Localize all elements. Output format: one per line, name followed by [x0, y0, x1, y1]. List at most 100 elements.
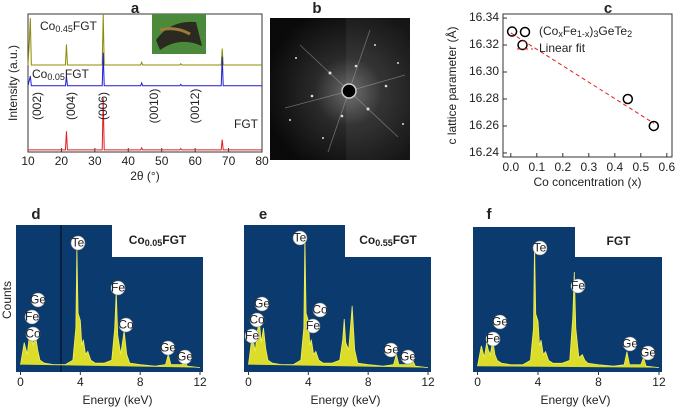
- peak-element: Ge: [254, 297, 270, 311]
- y-axis-label: Counts: [0, 281, 14, 319]
- peak-index: (004): [64, 92, 78, 120]
- x-tick-label: 30: [88, 154, 102, 168]
- peak-element: Co: [312, 303, 328, 317]
- plot-frame: [502, 13, 673, 158]
- panel-letter: b: [312, 0, 321, 17]
- data-point: [517, 39, 528, 51]
- peak-marker: [485, 331, 501, 347]
- x-tick-label: 10: [21, 154, 35, 168]
- x-axis-label: 2θ (°): [130, 169, 159, 183]
- legend-label: (CoxFe1-x)3GeTe2: [539, 24, 632, 39]
- spectrum: [248, 236, 429, 368]
- peak-index: (002): [30, 92, 44, 120]
- y-tick-label: 16.30: [469, 64, 499, 78]
- peak-marker: [492, 314, 508, 330]
- panel-letter: f: [487, 206, 493, 223]
- peak-element: Co: [25, 327, 41, 341]
- peak-marker: [160, 340, 176, 356]
- peak-marker: [244, 328, 260, 344]
- peak-marker: [70, 235, 86, 251]
- x-tick-label: 0.1: [528, 160, 545, 174]
- plot-frame: [27, 13, 263, 153]
- peak-element: Ge: [400, 350, 416, 364]
- x-tick-label: 60: [188, 154, 202, 168]
- peak-element: Ge: [383, 343, 399, 357]
- peak-marker: [622, 336, 638, 352]
- x-tick-label: 0.3: [580, 160, 597, 174]
- x-tick-label: 0.4: [606, 160, 623, 174]
- title-box: [575, 227, 662, 257]
- peak-element: Te: [72, 236, 85, 250]
- peak-element: Fe: [486, 332, 500, 346]
- peak-marker: [640, 345, 656, 361]
- spectrum: [20, 247, 201, 368]
- x-tick-label: 0: [245, 375, 252, 389]
- xrd-curve: [27, 13, 262, 66]
- x-tick-label: 0.6: [658, 160, 675, 174]
- y-tick-label: 16.32: [469, 37, 499, 51]
- peak-element: Co: [118, 318, 134, 332]
- x-axis-label: Energy (keV): [82, 393, 152, 407]
- peak-marker: [254, 296, 270, 312]
- peak-marker: [25, 326, 41, 342]
- x-tick-label: 0.5: [632, 160, 649, 174]
- legend-label: Linear fit: [539, 41, 586, 55]
- x-tick-label: 12: [193, 375, 207, 389]
- y-tick-label: 16.28: [469, 91, 499, 105]
- peak-element: Ge: [640, 346, 656, 360]
- x-tick-label: 50: [155, 154, 169, 168]
- panel-letter: e: [259, 206, 267, 223]
- panel-letter: a: [131, 0, 140, 17]
- diffraction-image: [270, 18, 410, 160]
- y-tick-label: 16.34: [469, 10, 499, 24]
- peak-marker: [292, 230, 308, 246]
- peak-marker: [570, 278, 586, 294]
- spectrum-title: Co0.05FGT: [129, 233, 187, 248]
- peak-marker: [383, 342, 399, 358]
- peak-marker: [400, 349, 416, 365]
- x-tick-label: 0.2: [554, 160, 571, 174]
- peak-marker: [24, 309, 40, 325]
- y-axis-label: Intensity (a.u.): [6, 45, 20, 121]
- x-tick-label: 0: [17, 375, 24, 389]
- x-tick-label: 4: [535, 375, 542, 389]
- peak-index: (0010): [147, 89, 161, 124]
- peak-index: (0012): [188, 89, 202, 124]
- peak-element: Ge: [30, 293, 46, 307]
- x-tick-label: 0: [474, 375, 481, 389]
- spectrum-title: FGT: [607, 234, 632, 248]
- peak-index: (006): [96, 92, 110, 120]
- peak-element: Ge: [160, 341, 176, 355]
- y-tick-label: 16.26: [469, 118, 499, 132]
- series-label: FGT: [234, 117, 259, 131]
- fit-line: [510, 32, 655, 124]
- x-axis-label: Co concentration (x): [533, 175, 641, 189]
- peak-marker: [110, 280, 126, 296]
- peak-marker: [532, 240, 548, 256]
- x-tick-label: 40: [122, 154, 136, 168]
- x-axis-label: Energy (keV): [310, 393, 380, 407]
- inset-photo: [152, 14, 206, 54]
- data-point: [648, 120, 660, 132]
- spectrum: [477, 244, 660, 369]
- title-box: [345, 225, 431, 257]
- panel-letter: d: [31, 206, 40, 223]
- y-tick-label: 16.24: [469, 145, 499, 159]
- peak-element: Ge: [622, 337, 638, 351]
- x-tick-label: 8: [595, 375, 602, 389]
- peak-element: Fe: [306, 319, 320, 333]
- peak-marker: [30, 292, 46, 308]
- x-tick-label: 4: [305, 375, 312, 389]
- data-point: [622, 93, 634, 105]
- xrd-curve: [28, 98, 262, 151]
- x-tick-label: 12: [421, 375, 435, 389]
- peak-element: Fe: [245, 329, 259, 343]
- peak-element: Te: [534, 241, 547, 255]
- x-tick-label: 20: [55, 154, 69, 168]
- x-axis-label: Energy (keV): [540, 393, 610, 407]
- peak-marker: [118, 317, 134, 333]
- peak-element: Co: [249, 313, 265, 327]
- x-tick-label: 4: [77, 375, 84, 389]
- x-tick-label: 8: [137, 375, 144, 389]
